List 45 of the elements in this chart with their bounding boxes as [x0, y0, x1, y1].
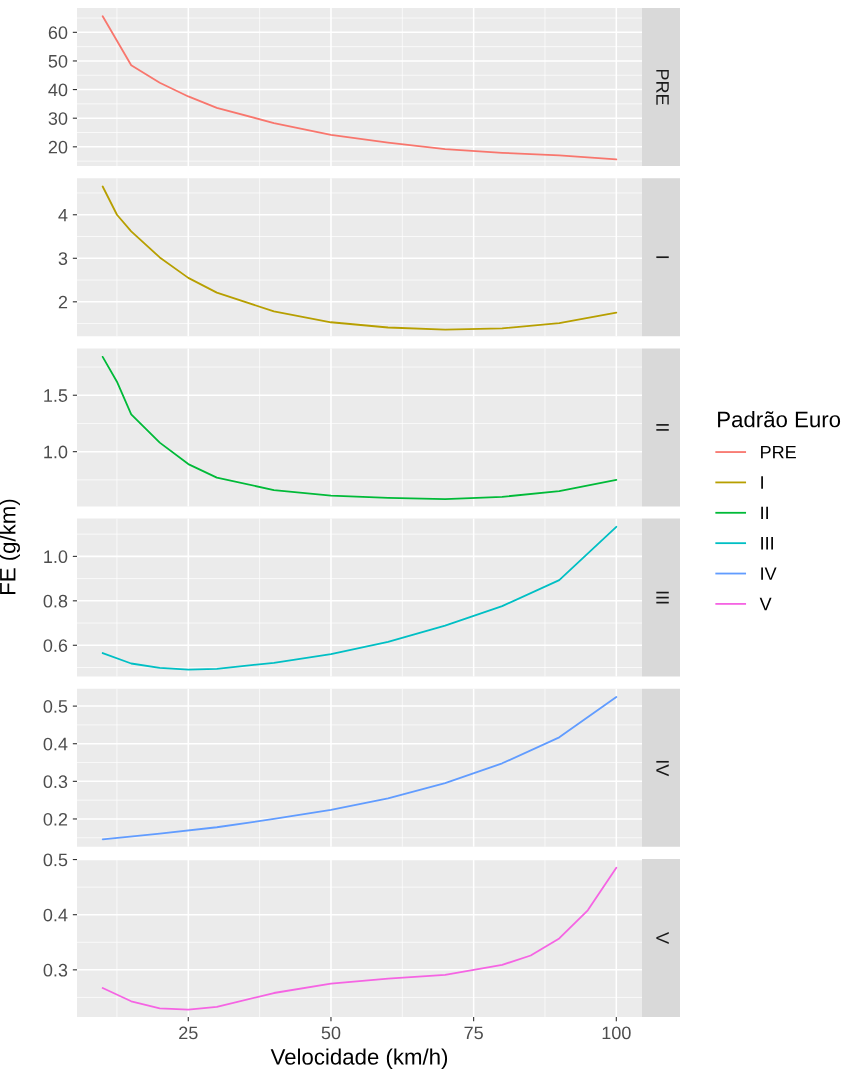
- x-tick-label: 100: [602, 1026, 631, 1040]
- y-tick-label: 0.8: [43, 594, 68, 608]
- y-tick-label: 0.5: [43, 700, 68, 713]
- y-tick-label: 0.2: [43, 812, 68, 826]
- y-tick-label: 3: [58, 252, 68, 266]
- line-series: [101, 15, 618, 161]
- text: II: [656, 424, 669, 431]
- legend-label: II: [761, 506, 768, 520]
- y-tick-label: 1.5: [44, 389, 68, 402]
- y-tick-label: 0.3: [43, 775, 68, 789]
- y-tick-label: 20: [48, 140, 68, 154]
- y-tick-label: 60: [48, 26, 68, 40]
- y-tick-label: 0.4: [43, 908, 68, 922]
- y-tick-label: 50: [48, 54, 68, 68]
- y-tick-label: 0.3: [43, 963, 68, 977]
- legend-label: I: [761, 476, 763, 489]
- y-tick-label: 0.6: [43, 639, 68, 652]
- x-tick-label: 75: [464, 1026, 483, 1040]
- y-tick-label: 1.0: [44, 550, 68, 564]
- text: III: [656, 591, 669, 604]
- line-series: [101, 525, 618, 671]
- y-tick-label: 0.4: [43, 737, 68, 751]
- y-tick-label: 30: [48, 112, 68, 125]
- text: I: [656, 256, 669, 259]
- text: V: [656, 932, 669, 944]
- x-tick-label: 50: [321, 1026, 341, 1040]
- y-tick-label: 40: [48, 83, 68, 97]
- text: PRE: [656, 69, 669, 105]
- legend-label: V: [759, 597, 772, 611]
- y-tick-label: 4: [58, 208, 68, 222]
- y-tick-label: 1.0: [44, 445, 68, 459]
- text: IV: [656, 760, 669, 777]
- legend-label: IV: [761, 567, 777, 580]
- y-tick-label: 0.5: [43, 853, 68, 867]
- x-axis-title: Velocidade (km/h): [270, 1048, 448, 1070]
- x-tick-label: 25: [179, 1026, 198, 1040]
- legend-label: III: [761, 537, 773, 550]
- line-series: [101, 696, 618, 841]
- line-series: [101, 866, 618, 1011]
- legend-title: Padrão Euro: [718, 411, 841, 428]
- legend-label: PRE: [761, 445, 796, 459]
- line-series: [101, 185, 618, 331]
- line-series: [101, 355, 618, 500]
- y-axis-title: FE (g/km): [0, 499, 20, 594]
- y-tick-label: 2: [58, 295, 68, 309]
